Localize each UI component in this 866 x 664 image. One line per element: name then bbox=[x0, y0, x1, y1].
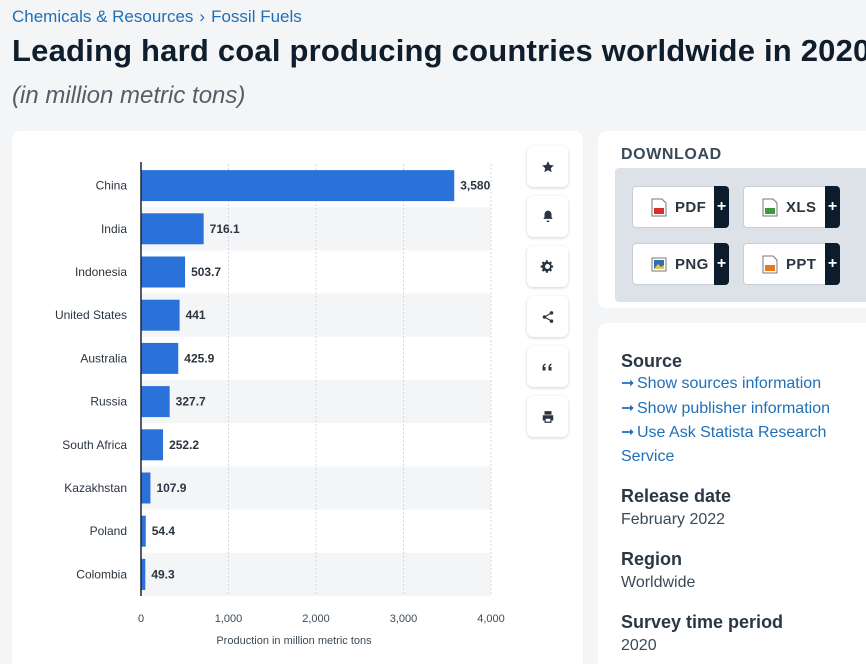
category-label: South Africa bbox=[62, 438, 127, 452]
breadcrumb: Chemicals & Resources › Fossil Fuels bbox=[12, 7, 302, 27]
download-ppt-label: PPT bbox=[786, 255, 817, 273]
plus-icon[interactable]: + bbox=[714, 186, 729, 228]
plus-icon[interactable]: + bbox=[825, 186, 840, 228]
region-value: Worldwide bbox=[621, 574, 696, 591]
x-tick-label: 3,000 bbox=[390, 613, 418, 625]
page-title: Leading hard coal producing countries wo… bbox=[12, 33, 866, 68]
data-label: 54.4 bbox=[152, 524, 176, 538]
release-date-heading: Release date bbox=[621, 486, 732, 506]
survey-period-heading: Survey time period bbox=[621, 612, 784, 632]
bar bbox=[141, 472, 151, 504]
download-heading: DOWNLOAD bbox=[621, 146, 722, 163]
settings-button[interactable] bbox=[527, 246, 568, 287]
download-button-group: PDF + XLS + PNG + PPT + bbox=[615, 168, 866, 302]
download-panel: DOWNLOAD PDF + XLS + PNG + P bbox=[598, 131, 866, 308]
x-tick-label: 2,000 bbox=[302, 613, 330, 625]
pdf-file-icon bbox=[651, 198, 667, 217]
download-pdf-label: PDF bbox=[675, 198, 707, 216]
bell-icon bbox=[541, 209, 555, 224]
page-subtitle: (in million metric tons) bbox=[12, 82, 246, 109]
download-xls-label: XLS bbox=[786, 198, 817, 216]
show-publisher-label: Show publisher information bbox=[637, 400, 830, 417]
region-heading: Region bbox=[621, 549, 682, 569]
bar bbox=[141, 256, 186, 288]
print-icon bbox=[541, 410, 555, 424]
x-axis-title: Production in million metric tons bbox=[216, 635, 372, 647]
bar bbox=[141, 213, 204, 245]
arrow-right-icon: ➞ bbox=[621, 400, 635, 417]
x-tick-label: 4,000 bbox=[477, 613, 505, 625]
data-label: 441 bbox=[186, 308, 206, 322]
cite-button[interactable] bbox=[527, 346, 568, 387]
show-sources-label: Show sources information bbox=[637, 375, 822, 392]
data-label: 425.9 bbox=[184, 351, 214, 365]
breadcrumb-item-chemicals[interactable]: Chemicals & Resources bbox=[12, 7, 194, 26]
x-tick-label: 0 bbox=[138, 613, 144, 625]
data-label: 107.9 bbox=[156, 481, 186, 495]
data-label: 716.1 bbox=[210, 222, 240, 236]
png-file-icon bbox=[651, 255, 667, 274]
download-xls-button[interactable]: XLS + bbox=[743, 186, 840, 228]
chart-card: China 3,580 India 716.1 Indonesia 503.7 United… bbox=[12, 131, 583, 664]
chart-toolbar bbox=[527, 146, 568, 446]
favorite-button[interactable] bbox=[527, 146, 568, 187]
category-label: India bbox=[101, 222, 127, 236]
x-tick-label: 1,000 bbox=[215, 613, 243, 625]
data-label: 252.2 bbox=[169, 438, 199, 452]
source-heading: Source bbox=[621, 351, 683, 371]
data-label: 49.3 bbox=[151, 567, 175, 581]
plus-icon[interactable]: + bbox=[825, 243, 840, 285]
download-ppt-button[interactable]: PPT + bbox=[743, 243, 840, 285]
ask-statista-label: Use Ask Statista Research Service bbox=[621, 424, 827, 465]
category-label: Poland bbox=[90, 524, 127, 538]
show-publisher-link[interactable]: ➞ Show publisher information bbox=[621, 397, 866, 421]
xls-file-icon bbox=[762, 198, 778, 217]
category-label: Colombia bbox=[76, 567, 127, 581]
notification-button[interactable] bbox=[527, 196, 568, 237]
category-label: Kazakhstan bbox=[64, 481, 127, 495]
category-label: Australia bbox=[80, 351, 127, 365]
share-icon bbox=[541, 310, 555, 324]
download-png-label: PNG bbox=[675, 255, 709, 273]
breadcrumb-item-fossil-fuels[interactable]: Fossil Fuels bbox=[211, 7, 302, 26]
star-icon bbox=[541, 160, 555, 174]
bar-chart: China 3,580 India 716.1 Indonesia 503.7 United… bbox=[55, 162, 505, 647]
bar bbox=[141, 299, 180, 331]
bar bbox=[141, 429, 164, 461]
data-label: 327.7 bbox=[176, 395, 206, 409]
gear-icon bbox=[540, 259, 555, 274]
arrow-right-icon: ➞ bbox=[621, 375, 635, 392]
release-date-value: February 2022 bbox=[621, 511, 726, 528]
statistic-info-panel: Source ➞ Show sources information ➞ Show p… bbox=[598, 323, 866, 664]
arrow-right-icon: ➞ bbox=[621, 424, 635, 441]
survey-period-value: 2020 bbox=[621, 637, 657, 654]
show-sources-link[interactable]: ➞ Show sources information bbox=[621, 372, 866, 396]
ask-statista-link[interactable]: ➞ Use Ask Statista Research Service bbox=[621, 421, 866, 469]
download-pdf-button[interactable]: PDF + bbox=[632, 186, 729, 228]
data-label: 3,580 bbox=[460, 179, 490, 193]
category-label: Russia bbox=[90, 395, 127, 409]
category-label: Indonesia bbox=[75, 265, 127, 279]
category-label: China bbox=[96, 179, 128, 193]
bar bbox=[141, 386, 170, 418]
data-label: 503.7 bbox=[191, 265, 221, 279]
category-label: United States bbox=[55, 308, 127, 322]
download-png-button[interactable]: PNG + bbox=[632, 243, 729, 285]
ppt-file-icon bbox=[762, 255, 778, 274]
share-button[interactable] bbox=[527, 296, 568, 337]
bar bbox=[141, 515, 146, 547]
print-button[interactable] bbox=[527, 396, 568, 437]
plus-icon[interactable]: + bbox=[714, 243, 729, 285]
bar bbox=[141, 558, 146, 590]
bar bbox=[141, 342, 179, 374]
bar bbox=[141, 170, 455, 202]
breadcrumb-separator: › bbox=[199, 7, 206, 26]
quote-icon bbox=[541, 361, 554, 373]
